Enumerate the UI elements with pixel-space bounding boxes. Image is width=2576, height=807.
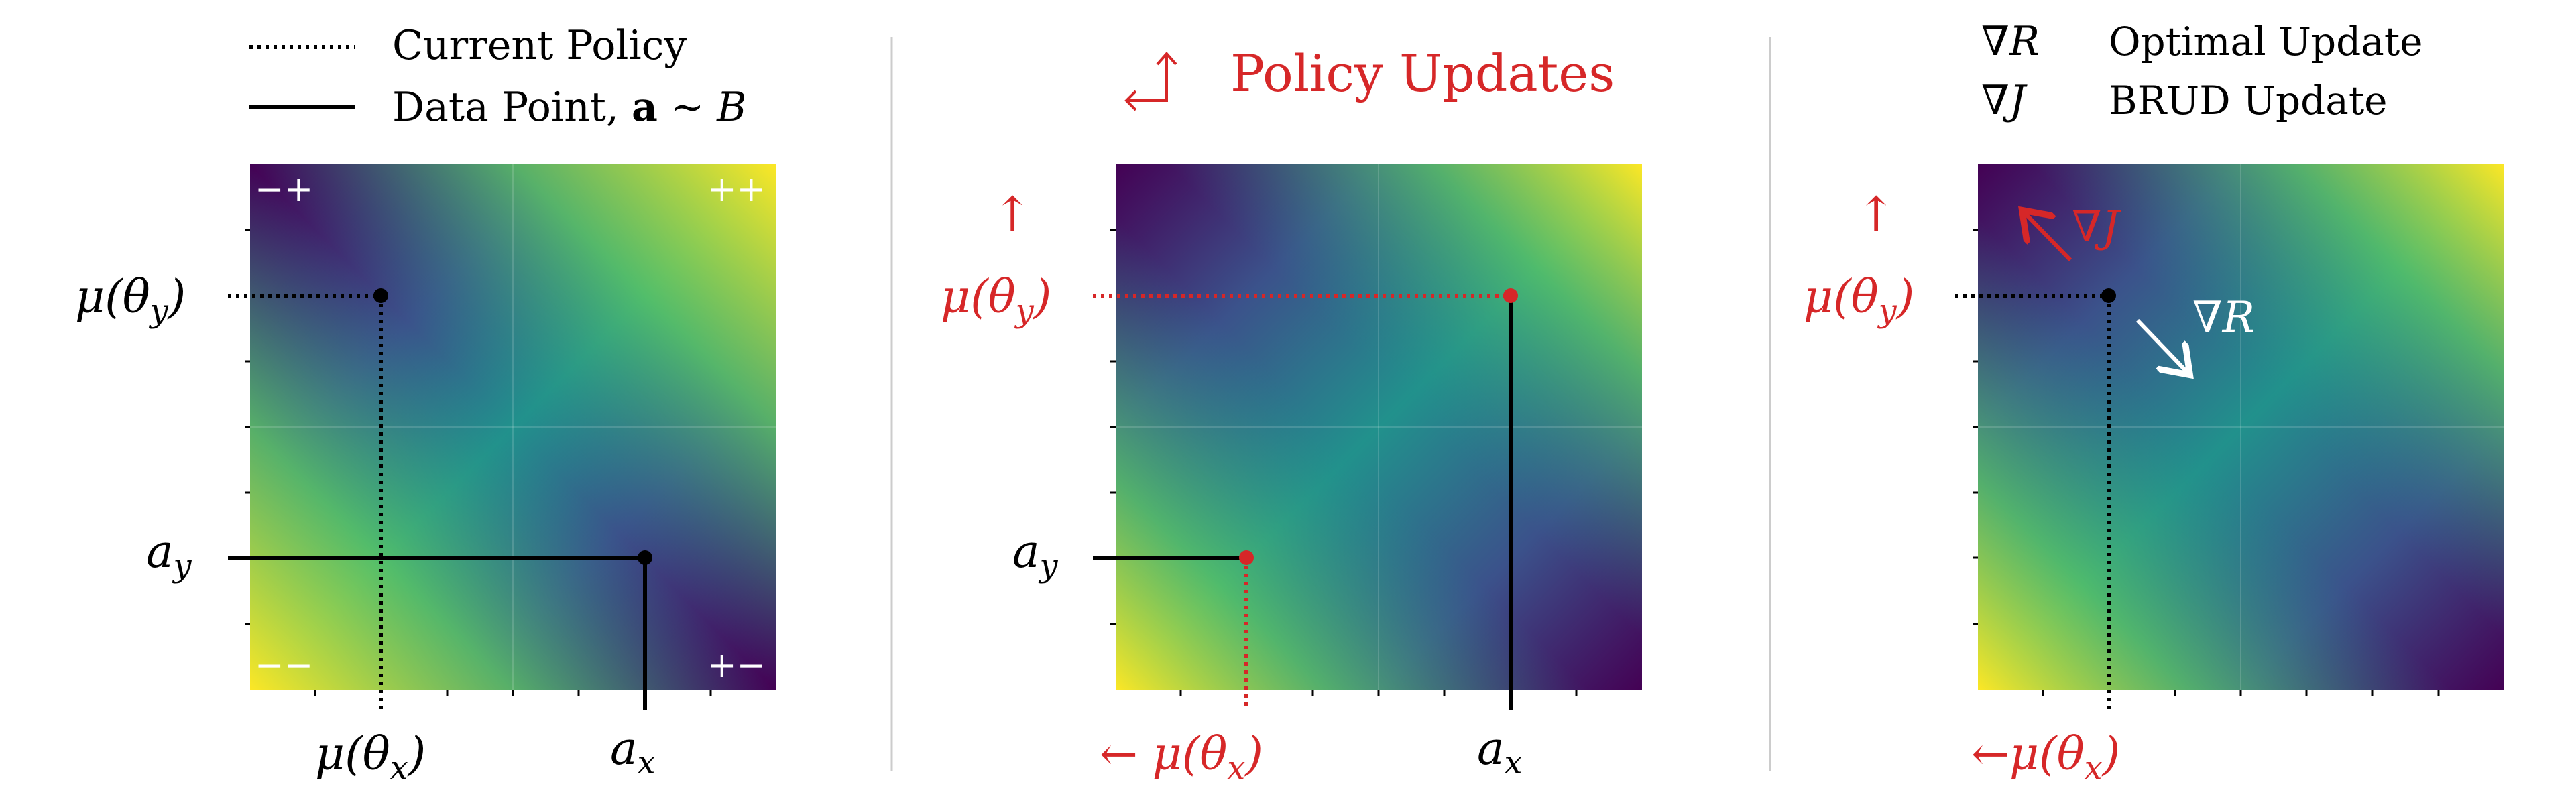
legend-data-point-a: a bbox=[632, 84, 658, 131]
panel-1-ticks bbox=[245, 229, 712, 696]
quadrant-label-top-right: ++ bbox=[707, 170, 766, 210]
panel-1-y-label-mu: μ(θy) bbox=[75, 271, 186, 330]
grad-j-label: ∇J bbox=[2072, 202, 2121, 252]
legend-brud-symbol: ∇J bbox=[1981, 77, 2028, 124]
grad-j-arrow bbox=[2025, 213, 2072, 262]
panel-1-data-point bbox=[638, 550, 652, 565]
panel-1: −+ ++ −− +− μ(θy) ay μ(θx) ax bbox=[75, 164, 776, 787]
middle-title-text: Policy Updates bbox=[1230, 44, 1615, 103]
return-arrow-icon bbox=[1124, 51, 1177, 111]
panel-2-point-bottom bbox=[1239, 550, 1254, 565]
legend-data-point-B: B bbox=[716, 84, 746, 131]
quadrant-label-bottom-right: +− bbox=[707, 645, 766, 686]
legend-data-point-label: Data Point, a ∼ B bbox=[392, 84, 746, 131]
panel-3-heatmap-overlay bbox=[1978, 164, 2504, 690]
quadrant-label-top-left: −+ bbox=[255, 170, 313, 210]
legend-left: Current Policy Data Point, a ∼ B bbox=[249, 22, 746, 131]
panel-2-heatmap-overlay bbox=[1116, 164, 1642, 690]
panel-3-y-label-mu: μ(θy) bbox=[1804, 271, 1914, 330]
legend-current-policy-label: Current Policy bbox=[392, 22, 687, 69]
panel-2-ticks bbox=[1110, 229, 1578, 696]
grad-r-label: ∇R bbox=[2192, 293, 2255, 343]
legend-data-point-text: Data Point, bbox=[392, 84, 632, 131]
legend-data-point-sim: ∼ bbox=[658, 84, 717, 131]
legend-optimal-label: Optimal Update bbox=[2109, 19, 2422, 64]
quadrant-label-bottom-left: −− bbox=[255, 645, 313, 686]
panel-3: ∇J ∇R ↑ μ(θy) ←μ(θx) bbox=[1804, 164, 2504, 787]
panel-1-policy-point bbox=[373, 288, 388, 303]
panel-2-up-arrow: ↑ bbox=[992, 186, 1033, 243]
panel-3-ticks bbox=[1973, 229, 2440, 696]
panel-3-x-label-mu: ←μ(θx) bbox=[1971, 728, 2120, 787]
legend-optimal-symbol: ∇R bbox=[1981, 18, 2040, 65]
panel-2-point-top bbox=[1503, 288, 1518, 303]
panel-2-x-label-mu: ← μ(θx) bbox=[1100, 728, 1263, 787]
panel-3-up-arrow: ↑ bbox=[1856, 186, 1896, 243]
panel-2-title: Policy Updates bbox=[1124, 44, 1615, 111]
panel-1-x-label-a: ax bbox=[610, 723, 656, 782]
panel-3-policy-point bbox=[2101, 288, 2116, 303]
panel-2-x-label-a: ax bbox=[1477, 723, 1523, 782]
panel-2-y-label-a: ay bbox=[1012, 525, 1059, 584]
panel-1-y-label-a: ay bbox=[146, 525, 192, 584]
legend-right: ∇R Optimal Update ∇J BRUD Update bbox=[1981, 18, 2422, 124]
panel-2-y-label-mu: μ(θy) bbox=[941, 271, 1051, 330]
legend-brud-label: BRUD Update bbox=[2109, 78, 2387, 123]
panel-1-x-label-mu: μ(θx) bbox=[315, 728, 426, 787]
panel-1-heatmap-overlay bbox=[250, 164, 776, 690]
panel-2: ↑ μ(θy) ay ← μ(θx) ax bbox=[941, 164, 1642, 787]
grad-r-arrow bbox=[2135, 318, 2187, 372]
